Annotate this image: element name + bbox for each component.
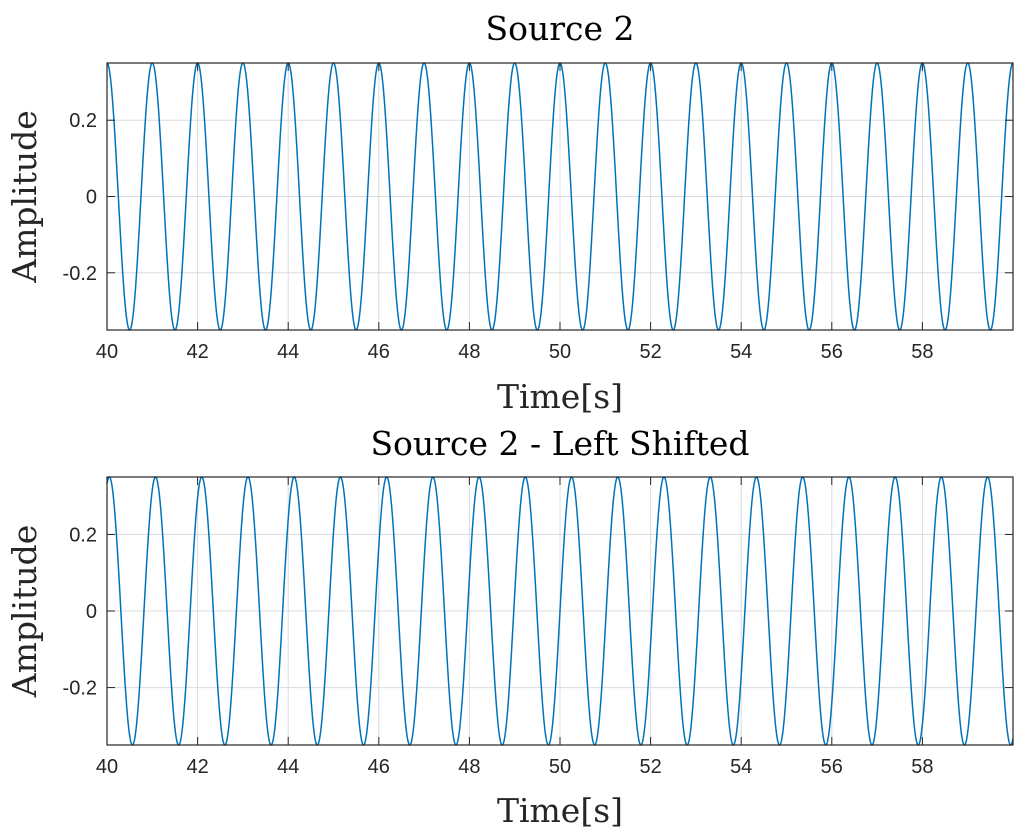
x-tick-label: 52 — [639, 756, 661, 778]
x-tick-label: 48 — [458, 756, 480, 778]
y-tick-labels: -0.2 0 0.2 — [63, 524, 1013, 700]
x-tick-label: 40 — [96, 341, 118, 363]
chart-title: Source 2 — [486, 9, 635, 48]
x-tick-label: 54 — [730, 756, 752, 778]
x-tick-label: 48 — [458, 341, 480, 363]
y-tick-label: -0.2 — [63, 678, 97, 700]
x-tick-label: 40 — [96, 756, 118, 778]
subplot-source-2-left-shifted: 40 42 44 46 48 50 52 54 56 58 -0.2 0 0.2 Source 2 -… — [5, 424, 1014, 830]
chart-title: Source 2 - Left Shifted — [370, 424, 749, 463]
subplot-source-2: 40 42 44 46 48 50 52 54 56 58 -0.2 0 0.2 Source 2 T… — [5, 9, 1014, 416]
y-axis-label: Amplitude — [5, 525, 44, 699]
x-tick-label: 42 — [186, 756, 208, 778]
y-axis-label: Amplitude — [5, 110, 44, 284]
x-tick-label: 50 — [549, 341, 571, 363]
x-tick-label: 42 — [186, 341, 208, 363]
x-tick-label: 58 — [911, 341, 933, 363]
y-tick-label: 0 — [86, 187, 97, 209]
x-tick-label: 52 — [639, 341, 661, 363]
y-tick-label: 0 — [86, 601, 97, 623]
x-tick-label: 58 — [911, 756, 933, 778]
x-tick-label: 46 — [368, 341, 390, 363]
x-tick-labels: 40 42 44 46 48 50 52 54 56 58 — [96, 63, 934, 363]
grid-lines — [106, 63, 1013, 330]
y-tick-labels: -0.2 0 0.2 — [63, 110, 1013, 285]
x-tick-label: 46 — [368, 756, 390, 778]
x-tick-label: 50 — [549, 756, 571, 778]
x-tick-label: 44 — [277, 341, 299, 363]
series-line — [106, 476, 1014, 746]
y-tick-label: 0.2 — [69, 524, 97, 546]
x-axis-label: Time[s] — [497, 791, 623, 830]
x-tick-label: 56 — [821, 756, 843, 778]
y-tick-label: 0.2 — [69, 110, 97, 132]
x-axis-label: Time[s] — [497, 377, 623, 416]
x-tick-label: 56 — [821, 341, 843, 363]
x-tick-label: 44 — [277, 756, 299, 778]
x-tick-label: 54 — [730, 341, 752, 363]
y-tick-label: -0.2 — [63, 263, 97, 285]
x-tick-labels: 40 42 44 46 48 50 52 54 56 58 — [96, 477, 934, 778]
